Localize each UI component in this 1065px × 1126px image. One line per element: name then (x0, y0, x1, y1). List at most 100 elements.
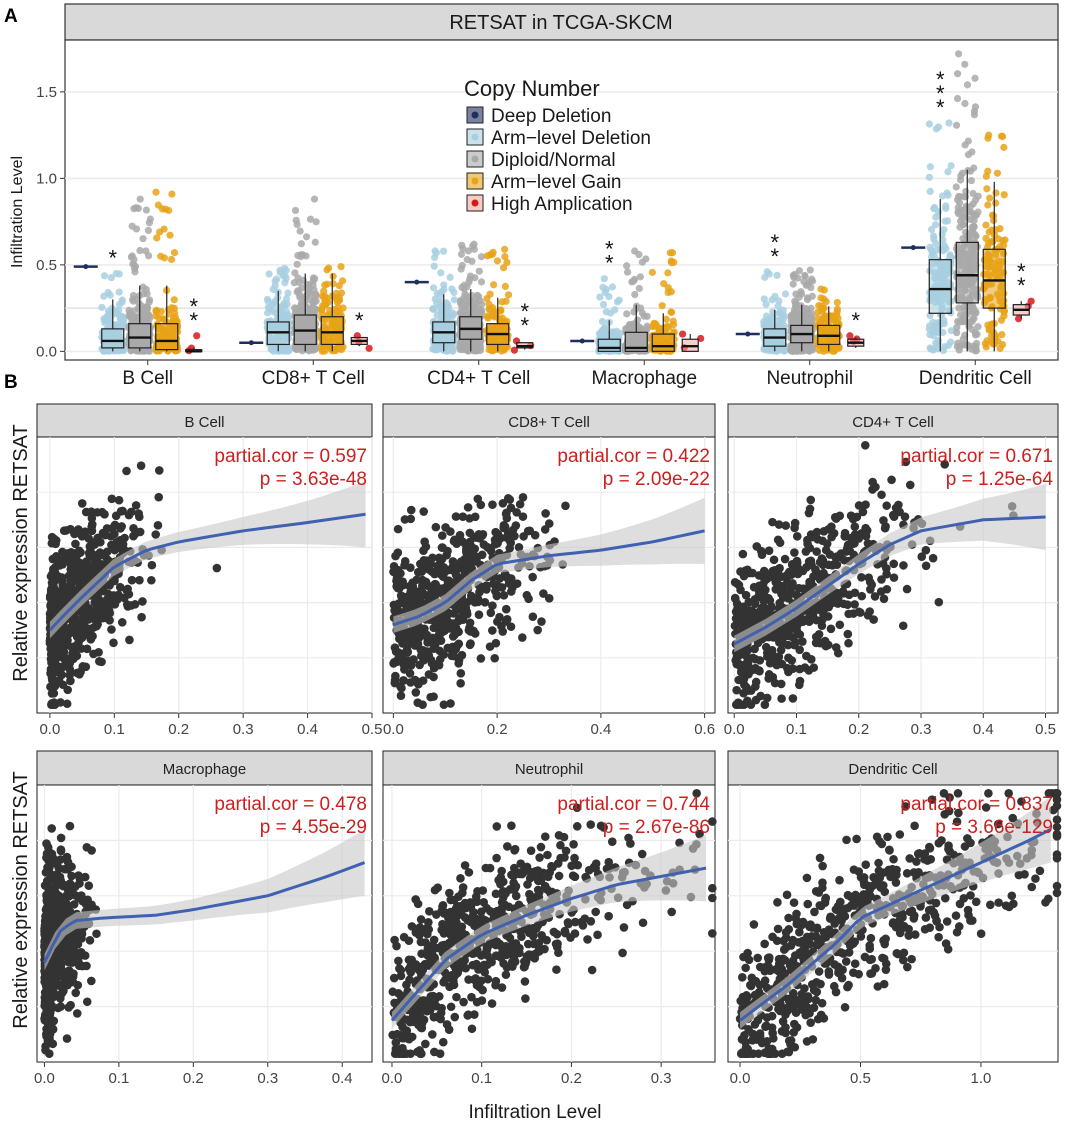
scatter-point (401, 648, 410, 657)
significance-star: * (605, 251, 614, 276)
scatter-point (396, 591, 406, 600)
scatter-point (497, 583, 507, 592)
scatter-point (800, 663, 810, 672)
scatter-point (499, 591, 509, 600)
jitter-point (143, 305, 151, 313)
jitter-point (444, 303, 453, 311)
jitter-point (667, 308, 675, 316)
boxplot-plot-area (64, 39, 1059, 361)
scatter-point (418, 700, 427, 710)
scatter-point (451, 570, 461, 579)
jitter-point (104, 288, 112, 297)
jitter-point (144, 226, 153, 234)
jitter-point (292, 216, 300, 224)
legend-key-point (471, 177, 479, 185)
scatter-point (47, 700, 56, 710)
scatter-point (398, 639, 407, 648)
scatter-point (518, 633, 527, 642)
scatter-point (764, 594, 773, 603)
jitter-point (463, 303, 471, 311)
jitter-point (967, 228, 975, 237)
scatter-point (100, 509, 109, 519)
jitter-point (463, 256, 471, 264)
jitter-point (462, 292, 471, 300)
jitter-point (801, 272, 809, 280)
scatter-point (131, 501, 141, 510)
x-tick-label: 0.4 (297, 721, 318, 738)
jitter-point (157, 308, 165, 316)
jitter-point (284, 289, 292, 297)
scatter-point (776, 679, 786, 689)
jitter-point (1014, 315, 1023, 323)
jitter-point (999, 132, 1007, 141)
scatter-point (806, 495, 816, 505)
jitter-point (598, 317, 607, 326)
jitter-point (787, 347, 795, 355)
jitter-point (953, 94, 962, 103)
scatter-point (812, 547, 821, 556)
significance-star: * (936, 67, 945, 92)
jitter-point (800, 277, 808, 286)
scatter-point (419, 507, 428, 516)
scatter-point (70, 587, 80, 596)
jitter-point (297, 252, 305, 261)
scatter-point (394, 651, 404, 661)
scatter-point (78, 662, 88, 671)
scatter-point (439, 565, 449, 575)
jitter-point (960, 312, 968, 320)
jitter-point (430, 305, 438, 313)
panel-a-label: A (4, 6, 18, 27)
x-tick-label: 0.0 (383, 721, 404, 738)
jitter-point (98, 303, 106, 311)
facet-title: CD4+ T Cell (852, 414, 934, 431)
jitter-point (781, 290, 790, 298)
scatter-point (89, 649, 98, 659)
significance-star: * (936, 81, 945, 106)
scatter-point (400, 515, 410, 524)
facet-strip (36, 403, 373, 438)
scatter-point (87, 526, 97, 536)
jitter-point (664, 269, 672, 277)
scatter-point (114, 495, 124, 505)
jitter-point (984, 201, 992, 209)
jitter-point (628, 278, 636, 286)
scatter-point (465, 618, 475, 628)
jitter-point (953, 329, 961, 337)
box-iqr (597, 338, 621, 352)
significance-star: * (189, 308, 198, 333)
scatter-point (456, 557, 466, 566)
scatter-point (504, 535, 514, 545)
jitter-point (994, 235, 1003, 243)
jitter-point (157, 252, 165, 260)
jitter-point (947, 327, 955, 335)
scatter-point (51, 667, 61, 676)
jitter-point (965, 322, 973, 330)
scatter-point (807, 655, 816, 664)
scatter-point (458, 512, 468, 522)
jitter-point (311, 238, 319, 246)
jitter-point (961, 141, 969, 149)
scatter-point (502, 615, 512, 624)
jitter-point (493, 257, 502, 265)
jitter-point (291, 269, 299, 277)
scatter-point (393, 580, 402, 590)
jitter-point (437, 308, 445, 316)
box-iqr (128, 323, 152, 349)
jitter-point (470, 245, 478, 253)
scatter-point (147, 575, 156, 585)
jitter-point (982, 343, 990, 351)
scatter-point (439, 650, 449, 659)
scatter-point (80, 629, 89, 639)
jitter-point (429, 284, 438, 292)
jitter-point (969, 189, 977, 198)
jitter-point (658, 302, 666, 310)
jitter-point (930, 326, 938, 334)
scatter-point (764, 546, 774, 555)
jitter-point (944, 191, 952, 199)
scatter-point (424, 651, 434, 660)
x-tick-label: 0.0 (39, 721, 60, 738)
jitter-point (263, 295, 272, 303)
scatter-point (93, 603, 103, 613)
scatter-point (443, 546, 452, 556)
